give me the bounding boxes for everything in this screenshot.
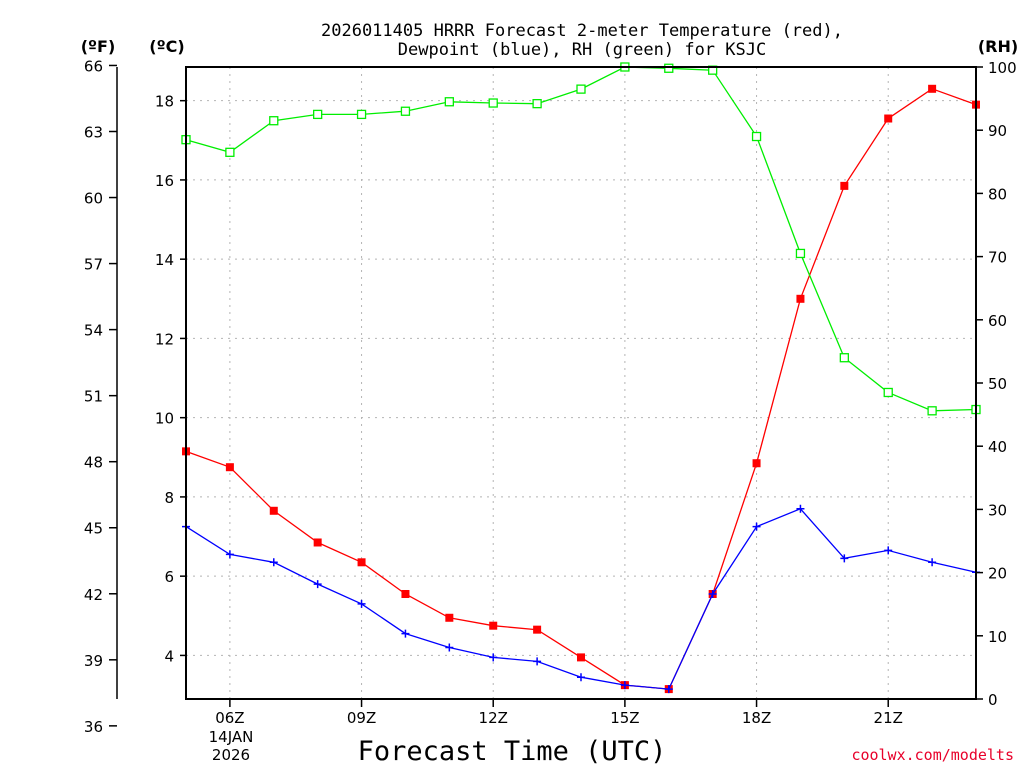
temperature-line (185, 88, 977, 690)
y-tick-label-rh: 50 (988, 375, 1007, 393)
rh-point (400, 106, 411, 116)
rh-point (664, 63, 674, 73)
unit-label-fahrenheit: (ºF) (81, 37, 116, 56)
temperature-point (313, 538, 322, 547)
rh-line (185, 66, 977, 412)
y-tick-label-celsius: 12 (155, 330, 174, 348)
x-tick-label: 21Z (874, 709, 903, 727)
temperature-point (928, 84, 937, 93)
rh-point (576, 84, 586, 94)
temperature-point (445, 613, 454, 622)
dewpoint-point (708, 589, 717, 598)
dewpoint-point (577, 673, 585, 682)
y-tick-label-rh: 40 (988, 438, 1007, 456)
rh-point (313, 109, 323, 120)
y-tick-label-fahrenheit: 66 (84, 57, 103, 75)
x-tick-label: 15Z (610, 709, 639, 727)
dewpoint-point (401, 629, 410, 638)
gridlines (186, 67, 976, 699)
y-tick-label-rh: 30 (988, 501, 1007, 519)
rh-point (356, 109, 367, 120)
y-tick-label-celsius: 18 (155, 93, 174, 111)
dewpoint-point (225, 550, 234, 559)
date-label-line2: 2026 (212, 746, 250, 764)
y-tick-label-celsius: 16 (155, 172, 174, 190)
dewpoint-point (884, 546, 893, 555)
rh-point (444, 97, 454, 107)
rh-point (225, 147, 235, 157)
dewpoint-point (928, 558, 937, 567)
y-tick-label-fahrenheit: 39 (84, 652, 103, 670)
y-tick-label-fahrenheit: 42 (84, 586, 103, 604)
dewpoint-point (840, 554, 849, 563)
dewpoint-point (752, 522, 761, 531)
chart-title-line2: Dewpoint (blue), RH (green) for KSJC (398, 40, 766, 60)
y-tick-label-rh: 100 (988, 59, 1017, 77)
y-tick-label-celsius: 14 (155, 251, 174, 269)
temperature-point (840, 181, 849, 190)
y-tick-label-rh: 10 (988, 628, 1007, 646)
temperature-point (533, 625, 542, 634)
dewpoint-point (664, 685, 673, 694)
temperature-point (752, 459, 761, 468)
y-tick-label-fahrenheit: 63 (84, 123, 103, 141)
temperature-point (357, 558, 366, 567)
y-tick-label-fahrenheit: 54 (84, 322, 103, 340)
plot-frame (185, 66, 977, 700)
x-tick-label: 06Z (215, 709, 244, 727)
credit-text: coolwx.com/modelts (851, 746, 1014, 764)
dewpoint-point (533, 657, 542, 666)
x-tick-label: 12Z (479, 709, 508, 727)
y-tick-label-rh: 90 (988, 122, 1007, 140)
y-tick-label-rh: 80 (988, 185, 1007, 203)
series-layer (181, 62, 981, 694)
y-tick-label-celsius: 6 (164, 568, 174, 586)
y-tick-label-celsius: 4 (164, 647, 174, 665)
y-tick-label-rh: 20 (988, 565, 1007, 583)
y-tick-label-rh: 0 (988, 691, 998, 709)
y-tick-label-celsius: 10 (155, 410, 174, 428)
unit-label-celsius: (ºC) (149, 37, 184, 56)
dewpoint-point (489, 653, 498, 662)
temperature-point (796, 294, 805, 303)
rh-point (488, 98, 498, 108)
dewpoint-point (620, 681, 629, 690)
y-tick-label-fahrenheit: 51 (84, 388, 103, 406)
rh-point (839, 353, 849, 363)
temperature-point (577, 653, 585, 662)
y-tick-label-fahrenheit: 45 (84, 520, 103, 538)
dewpoint-point (445, 643, 454, 652)
axes: 06Z 09Z 12Z 15Z 18Z 21Z 4 6 8 10 12 14 16 18 36 39 42 45 4… (84, 57, 1017, 735)
temperature-point (489, 621, 498, 630)
rh-point (795, 248, 806, 259)
x-tick-label: 09Z (347, 709, 376, 727)
date-label-line1: 14JAN (209, 728, 254, 746)
temperature-point (269, 506, 278, 515)
dewpoint-point (313, 580, 322, 589)
y-tick-label-rh: 60 (988, 312, 1007, 330)
y-tick-label-fahrenheit: 57 (84, 256, 103, 274)
unit-label-rh: (RH) (978, 37, 1018, 56)
rh-point (883, 387, 893, 398)
x-tick-label: 18Z (742, 709, 771, 727)
x-axis-title: Forecast Time (UTC) (358, 736, 667, 767)
y-tick-label-celsius: 8 (164, 489, 174, 507)
rh-point (927, 406, 937, 416)
y-tick-label-fahrenheit: 36 (84, 718, 103, 736)
rh-point (532, 99, 542, 109)
dewpoint-point (796, 504, 805, 513)
y-tick-label-fahrenheit: 48 (84, 454, 103, 472)
temperature-point (225, 463, 234, 472)
dewpoint-line (185, 508, 977, 690)
rh-point (269, 116, 279, 126)
dewpoint-point (269, 558, 278, 567)
y-tick-label-fahrenheit: 60 (84, 190, 103, 208)
y-tick-label-rh: 70 (988, 249, 1007, 267)
temperature-point (401, 589, 410, 598)
chart-title-line1: 2026011405 HRRR Forecast 2-meter Tempera… (321, 21, 843, 41)
rh-point (751, 131, 762, 142)
temperature-point (884, 114, 893, 123)
dewpoint-point (357, 599, 366, 608)
